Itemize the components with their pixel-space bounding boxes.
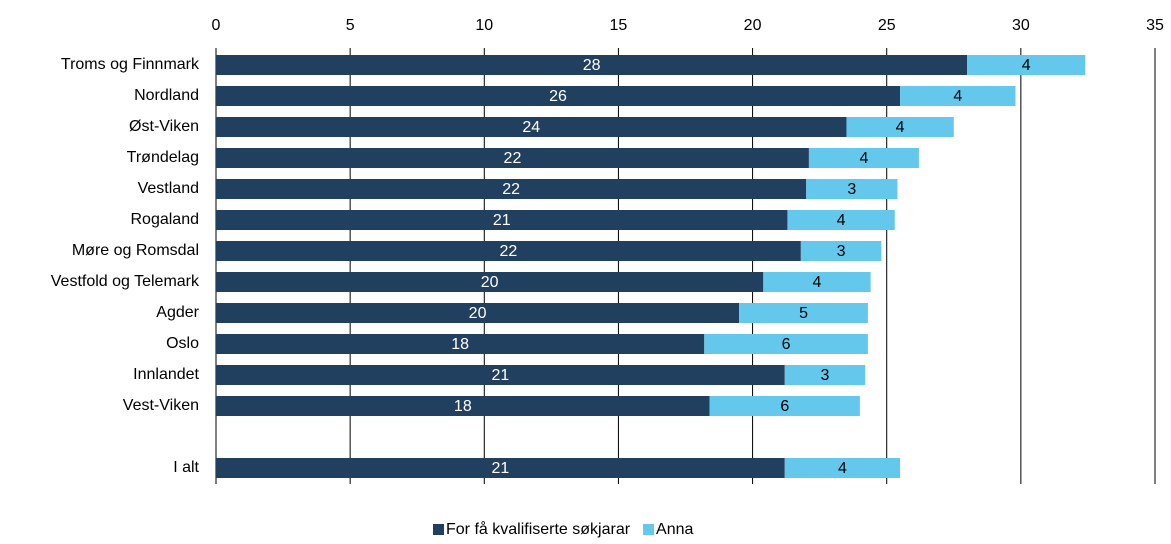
data-label: 24: [522, 119, 540, 136]
bar-segment: [216, 303, 740, 323]
y-tick-label: I alt: [173, 459, 199, 476]
x-tick-label: 25: [878, 17, 896, 34]
data-label: 22: [500, 243, 518, 260]
data-label: 18: [454, 398, 472, 415]
bar-segment: [216, 117, 847, 137]
data-label: 20: [469, 305, 487, 322]
bar-segment: [739, 303, 868, 323]
data-label: 4: [838, 460, 847, 477]
bar-segment: [216, 86, 901, 106]
legend-label: Anna: [656, 521, 693, 538]
bar-segment: [800, 241, 882, 261]
data-label: 21: [491, 367, 509, 384]
data-label: 4: [837, 212, 846, 229]
y-tick-label: Oslo: [166, 335, 199, 352]
bar-segment: [967, 55, 1086, 75]
data-label: 22: [502, 181, 520, 198]
x-tick-label: 30: [1012, 17, 1030, 34]
y-tick-label: Rogaland: [131, 211, 200, 228]
bar-segment: [704, 334, 868, 354]
data-label: 20: [481, 274, 499, 291]
bar-segment: [846, 117, 954, 137]
bar-segment: [216, 241, 801, 261]
bar-segment: [216, 148, 809, 168]
data-label: 4: [953, 88, 962, 105]
data-label: 3: [837, 243, 846, 260]
data-label: 21: [491, 460, 509, 477]
data-label: 4: [813, 274, 822, 291]
y-tick-label: Møre og Romsdal: [72, 242, 199, 259]
bar-segment: [763, 272, 871, 292]
bar-segment: [216, 210, 788, 230]
data-label: 28: [583, 57, 601, 74]
data-label: 6: [780, 398, 789, 415]
x-tick-label: 5: [346, 17, 355, 34]
data-label: 4: [1022, 57, 1031, 74]
data-label: 3: [821, 367, 830, 384]
bar-segment: [784, 458, 901, 478]
y-tick-label: Vestfold og Telemark: [51, 273, 200, 290]
y-tick-label: Troms og Finnmark: [61, 56, 200, 73]
data-label: 5: [799, 305, 808, 322]
data-label: 26: [549, 88, 567, 105]
y-tick-label: Trøndelag: [127, 149, 199, 166]
bar-segment: [216, 365, 785, 385]
data-label: 18: [451, 336, 469, 353]
bar-segment: [216, 179, 807, 199]
y-tick-label: Vestland: [138, 180, 199, 197]
y-tick-label: Vest-Viken: [123, 397, 199, 414]
data-label: 6: [782, 336, 791, 353]
legend-swatch: [643, 524, 655, 535]
data-label: 22: [504, 150, 522, 167]
y-tick-label: Innlandet: [133, 366, 199, 383]
y-tick-label: Nordland: [134, 87, 199, 104]
bar-segment: [216, 55, 968, 75]
data-label: 4: [896, 119, 905, 136]
y-tick-label: Øst-Viken: [129, 118, 199, 135]
data-label: 4: [859, 150, 868, 167]
bar-segment: [900, 86, 1016, 106]
bar-segment: [709, 396, 860, 416]
bar-segment: [806, 179, 898, 199]
bar-segment: [808, 148, 919, 168]
data-label: 3: [847, 181, 856, 198]
x-tick-label: 10: [475, 17, 493, 34]
bar-segment: [216, 272, 764, 292]
x-tick-label: 35: [1146, 17, 1164, 34]
x-tick-label: 0: [212, 17, 221, 34]
x-tick-label: 20: [744, 17, 762, 34]
data-label: 21: [493, 212, 511, 229]
y-tick-label: Agder: [156, 304, 199, 321]
x-tick-label: 15: [610, 17, 628, 34]
legend-label: For få kvalifiserte søkjarar: [446, 520, 631, 538]
bar-segment: [216, 396, 710, 416]
bar-segment: [787, 210, 895, 230]
legend-swatch: [433, 524, 444, 535]
bar-segment: [784, 365, 866, 385]
bar-segment: [216, 334, 705, 354]
bar-segment: [216, 458, 785, 478]
